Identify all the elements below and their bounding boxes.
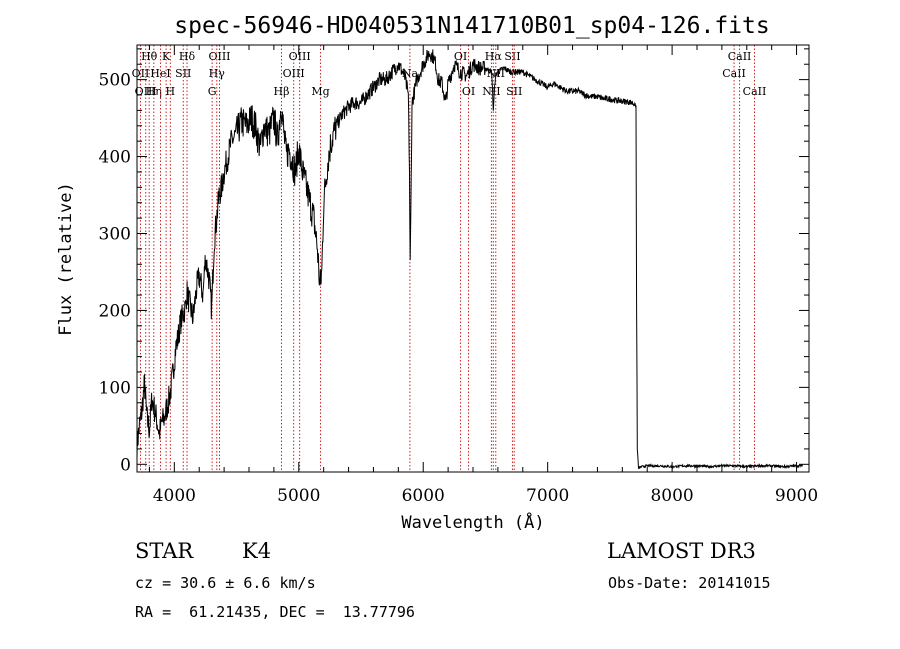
object-class: STAR (135, 539, 194, 563)
marker-label-26: CaII (743, 85, 767, 98)
marker-label-7: SII (175, 67, 191, 80)
observation-date: Obs-Date: 20141015 (608, 574, 771, 592)
marker-label-23: SII (506, 85, 522, 98)
marker-label-4: HeI (150, 67, 170, 80)
y-tick-label-1: 100 (99, 378, 131, 398)
marker-label-20: Hα (485, 50, 503, 63)
spectrum-series (136, 49, 803, 470)
sky-coordinates: RA = 61.21435, DEC = 13.77796 (135, 603, 415, 621)
chart-title: spec-56946-HD040531N141710B01_sp04-126.f… (174, 13, 769, 39)
spectral-line-markers: HθOIIOIIIHηHeIKHSIIHδGHγOIIIHβOIIIOIIIMg… (132, 45, 767, 472)
plot-frame (136, 44, 810, 473)
marker-label-15: Mg (311, 85, 329, 98)
y-tick-label-2: 200 (99, 301, 131, 321)
x-tick-label-0: 4000 (153, 486, 196, 506)
y-tick-label-3: 300 (99, 224, 131, 244)
survey-name: LAMOST DR3 (607, 539, 756, 563)
x-tick-label-2: 6000 (402, 486, 445, 506)
marker-label-11: OIII (208, 50, 230, 63)
y-tick-label-0: 0 (120, 455, 131, 475)
marker-label-8: Hδ (179, 50, 196, 63)
object-subclass: K4 (242, 539, 272, 563)
marker-label-10: Hγ (209, 67, 226, 80)
x-tick-label-1: 5000 (277, 486, 320, 506)
marker-label-3: Hη (146, 85, 162, 98)
y-tick-label-4: 400 (99, 148, 131, 168)
marker-label-6: H (166, 85, 176, 98)
marker-label-13: OIII (283, 67, 305, 80)
marker-label-19: NII (482, 85, 500, 98)
x-tick-label-4: 8000 (650, 486, 693, 506)
marker-label-1: OII (132, 67, 150, 80)
marker-label-22: SII (504, 50, 520, 63)
x-tick-label-3: 7000 (526, 486, 569, 506)
marker-label-12: Hβ (274, 85, 290, 98)
spectrum-line (136, 49, 803, 470)
marker-label-5: K (162, 50, 171, 63)
marker-label-0: Hθ (141, 50, 158, 63)
marker-label-14: OIII (289, 50, 311, 63)
y-axis-ticks: 0 100 200 300 400 500 (99, 48, 809, 475)
marker-label-25: CaII (728, 50, 752, 63)
marker-label-18: OI (462, 85, 475, 98)
x-tick-label-5: 9000 (775, 486, 818, 506)
marker-label-9: G (208, 85, 217, 98)
y-axis-label: Flux (relative) (56, 182, 76, 336)
marker-label-24: CaII (722, 67, 746, 80)
x-axis-ticks: 4000 5000 6000 7000 8000 9000 (148, 45, 818, 506)
x-axis-label: Wavelength (Å) (401, 511, 544, 533)
y-tick-label-5: 500 (99, 71, 131, 91)
redshift-value: cz = 30.6 ± 6.6 km/s (135, 574, 316, 592)
marker-label-17: OI (454, 50, 467, 63)
